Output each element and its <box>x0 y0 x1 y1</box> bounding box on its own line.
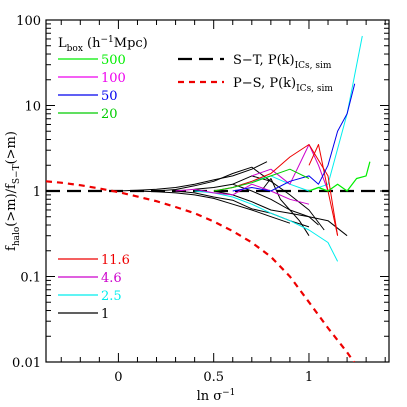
simulation-curve <box>156 166 272 192</box>
y-axis-label: fhalo(>m)/fS−T(>m) <box>4 131 22 251</box>
legend-label: 2.5 <box>101 289 122 304</box>
legend: Lbox (h−1Mpc)500 100 50 20 11.6 4.6 2.5 1 S−T, P… <box>58 35 333 322</box>
simulation-curve <box>308 144 339 236</box>
simulation-curve <box>251 144 329 192</box>
fit-curve <box>46 180 356 362</box>
legend-label: 4.6 <box>101 271 122 286</box>
legend-label: 1 <box>101 307 109 322</box>
y-tick-label: 0.01 <box>12 356 41 371</box>
simulation-curve <box>194 190 339 262</box>
legend-label: 20 <box>101 107 118 122</box>
simulation-curve <box>213 190 348 237</box>
y-tick-label: 1 <box>33 185 41 200</box>
simulation-curve <box>213 168 310 192</box>
legend-label: 11.6 <box>101 253 130 268</box>
legend-title: Lbox (h−1Mpc) <box>58 35 148 54</box>
ticks: 0 0.5 1 0.01 0.1 1 10 100 <box>12 14 389 385</box>
simulation-curve <box>308 161 371 192</box>
x-tick-label: 1 <box>305 370 313 385</box>
simulation-curve <box>137 190 291 224</box>
legend-label: S−T, P(k)ICs, sim <box>233 53 332 71</box>
x-axis-label: ln σ−1 <box>197 388 236 404</box>
axis-labels: ln σ−1 fhalo(>m)/fS−T(>m) <box>4 131 235 404</box>
x-tick-label: 0 <box>114 370 122 385</box>
legend-label: 500 <box>101 53 126 68</box>
x-tick-label: 0.5 <box>203 370 224 385</box>
simulation-curve <box>260 178 310 236</box>
y-tick-label: 10 <box>24 100 41 115</box>
y-tick-label: 0.1 <box>20 271 41 286</box>
legend-label: 100 <box>101 71 126 86</box>
simulation-curve <box>194 183 319 226</box>
legend-label: P−S, P(k)ICs, sim <box>233 76 333 94</box>
y-tick-label: 100 <box>16 14 41 29</box>
curves <box>46 35 389 362</box>
simulation-curve <box>118 161 268 192</box>
legend-label: 50 <box>101 89 118 104</box>
simulation-curve <box>232 83 356 192</box>
simulation-curve <box>232 175 325 231</box>
